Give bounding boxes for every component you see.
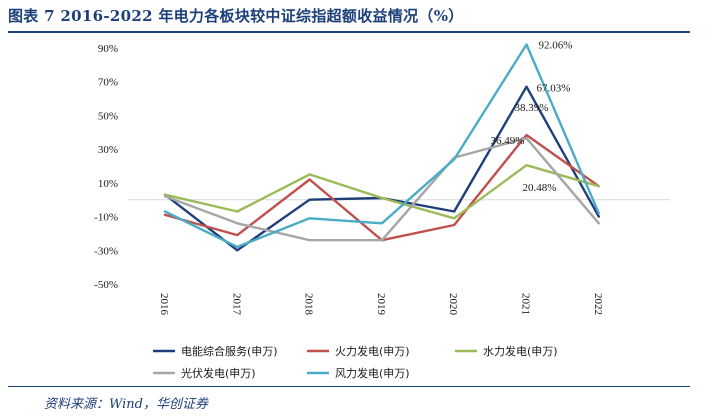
legend-label: 电能综合服务(申万) [181, 344, 278, 358]
series-line-水力发电申万 [163, 163, 600, 220]
series-line-风力发电申万 [163, 43, 600, 249]
series-line-光伏发电申万 [163, 136, 600, 242]
x-tick-label: 2022 [592, 293, 604, 315]
y-axis: 90% 70% 50% 30% 10% -10% -30% -50% [94, 43, 118, 291]
chart-title: 图表 7 2016-2022 年电力各板块较中证综指超额收益情况（%） [8, 7, 464, 25]
x-tick-label: 2019 [375, 293, 387, 316]
legend-label: 水力发电(申万) [483, 344, 558, 358]
data-labels: 92.06% 67.03% 38.39% 36.49% 20.48% [491, 40, 573, 195]
x-tick-label: 2016 [158, 293, 170, 316]
line-chart: 90% 70% 50% 30% 10% -10% -30% -50% 2016 2017 2018… [94, 40, 670, 380]
x-tick-label: 2018 [303, 293, 315, 316]
footer-rule [8, 386, 690, 387]
data-label: 36.49% [491, 135, 525, 147]
y-tick-label: -50% [94, 279, 118, 291]
y-tick-label: 10% [98, 178, 118, 190]
x-tick-label: 2017 [230, 293, 242, 316]
legend-label: 火力发电(申万) [335, 344, 410, 358]
data-label: 38.39% [515, 102, 549, 114]
legend-label: 风力发电(申万) [335, 366, 410, 380]
legend-label: 光伏发电(申万) [181, 366, 256, 380]
y-tick-label: -10% [94, 212, 118, 224]
y-tick-label: -30% [94, 245, 118, 257]
y-tick-label: 70% [98, 77, 118, 89]
series-lines [163, 43, 600, 252]
x-tick-label: 2020 [447, 293, 459, 316]
y-tick-label: 50% [98, 110, 118, 122]
data-label: 92.06% [539, 40, 573, 52]
title-rule [8, 31, 690, 33]
source-note: 资料来源：Wind，华创证券 [44, 397, 208, 412]
data-label: 20.48% [523, 182, 557, 194]
y-tick-label: 90% [98, 43, 118, 55]
y-tick-label: 30% [98, 144, 118, 156]
legend: 电能综合服务(申万) 火力发电(申万) 水力发电(申万) 光伏发电(申万) 风力发电(申… [153, 344, 558, 380]
data-label: 67.03% [537, 83, 571, 95]
x-tick-label: 2021 [520, 293, 532, 315]
x-axis: 2016 2017 2018 2019 2020 2021 2022 [158, 293, 604, 316]
